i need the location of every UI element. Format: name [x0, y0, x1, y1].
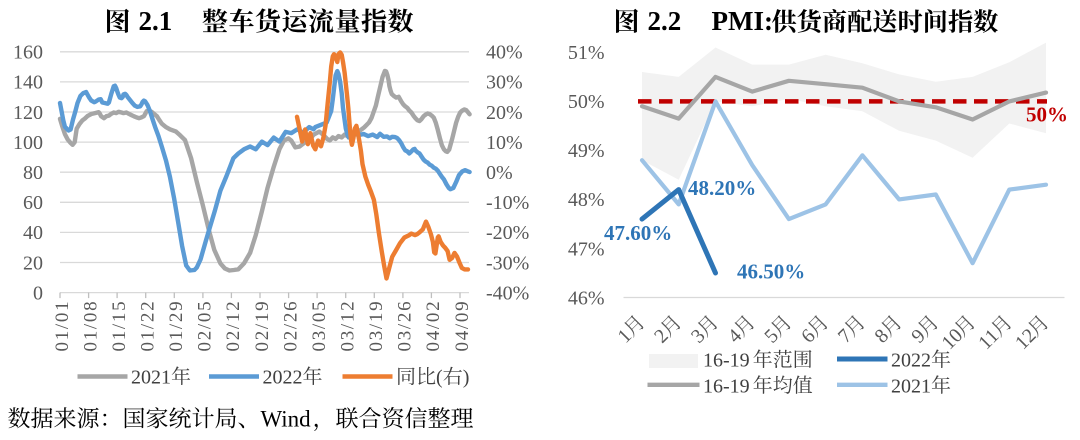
- svg-text:51%: 51%: [568, 42, 605, 64]
- svg-text:-40%: -40%: [486, 282, 529, 304]
- svg-text:-20%: -20%: [486, 222, 529, 244]
- svg-text:02/26: 02/26: [280, 300, 301, 352]
- svg-text:Wind: Wind: [261, 407, 312, 432]
- svg-text:03/19: 03/19: [366, 300, 387, 352]
- svg-text:): ): [463, 367, 470, 389]
- svg-text:01/29: 01/29: [166, 300, 187, 352]
- svg-text:2022: 2022: [263, 367, 303, 389]
- svg-text:02/05: 02/05: [195, 300, 216, 352]
- svg-text:48.20%: 48.20%: [688, 176, 756, 200]
- svg-text:46%: 46%: [568, 287, 605, 309]
- svg-text:47%: 47%: [568, 238, 605, 260]
- svg-text:01/01: 01/01: [52, 300, 73, 352]
- svg-text:20%: 20%: [486, 102, 523, 124]
- svg-text:16-19: 16-19: [703, 375, 750, 397]
- svg-text:0: 0: [33, 282, 43, 304]
- svg-text:02/12: 02/12: [223, 300, 244, 352]
- svg-text:46.50%: 46.50%: [737, 260, 805, 284]
- svg-text:03/05: 03/05: [309, 300, 330, 352]
- svg-text:49%: 49%: [568, 140, 605, 162]
- svg-text:40%: 40%: [486, 42, 523, 64]
- svg-text:03/12: 03/12: [338, 300, 359, 352]
- svg-text:80: 80: [23, 162, 43, 184]
- svg-text:(: (: [436, 367, 443, 389]
- svg-text:60: 60: [23, 192, 43, 214]
- svg-text:100: 100: [13, 132, 43, 154]
- svg-text:160: 160: [13, 42, 43, 64]
- svg-text:48%: 48%: [568, 189, 605, 211]
- svg-text:140: 140: [13, 72, 43, 94]
- svg-text:PMI:: PMI:: [712, 6, 773, 36]
- svg-text:16-19: 16-19: [703, 350, 750, 372]
- svg-text:2021: 2021: [131, 367, 171, 389]
- svg-text:50%: 50%: [1026, 103, 1068, 127]
- svg-text:20: 20: [23, 252, 43, 274]
- svg-text:04/09: 04/09: [452, 300, 473, 352]
- svg-text:2022: 2022: [891, 350, 931, 372]
- svg-text:10%: 10%: [486, 132, 523, 154]
- svg-text:0%: 0%: [486, 162, 513, 184]
- svg-text:04/02: 04/02: [423, 300, 444, 352]
- svg-text:-30%: -30%: [486, 252, 529, 274]
- svg-text:01/08: 01/08: [80, 300, 101, 352]
- svg-text:30%: 30%: [486, 72, 523, 94]
- svg-text:2.2: 2.2: [648, 6, 682, 36]
- svg-text:2021: 2021: [891, 375, 931, 397]
- svg-text:01/15: 01/15: [109, 300, 130, 352]
- svg-text:2.1: 2.1: [139, 6, 173, 36]
- svg-text:-10%: -10%: [486, 192, 529, 214]
- svg-text:120: 120: [13, 102, 43, 124]
- svg-text:47.60%: 47.60%: [604, 221, 672, 245]
- svg-text:50%: 50%: [568, 91, 605, 113]
- svg-text:01/22: 01/22: [138, 300, 159, 352]
- svg-text:40: 40: [23, 222, 43, 244]
- svg-text:03/26: 03/26: [395, 300, 416, 352]
- svg-text:02/19: 02/19: [252, 300, 273, 352]
